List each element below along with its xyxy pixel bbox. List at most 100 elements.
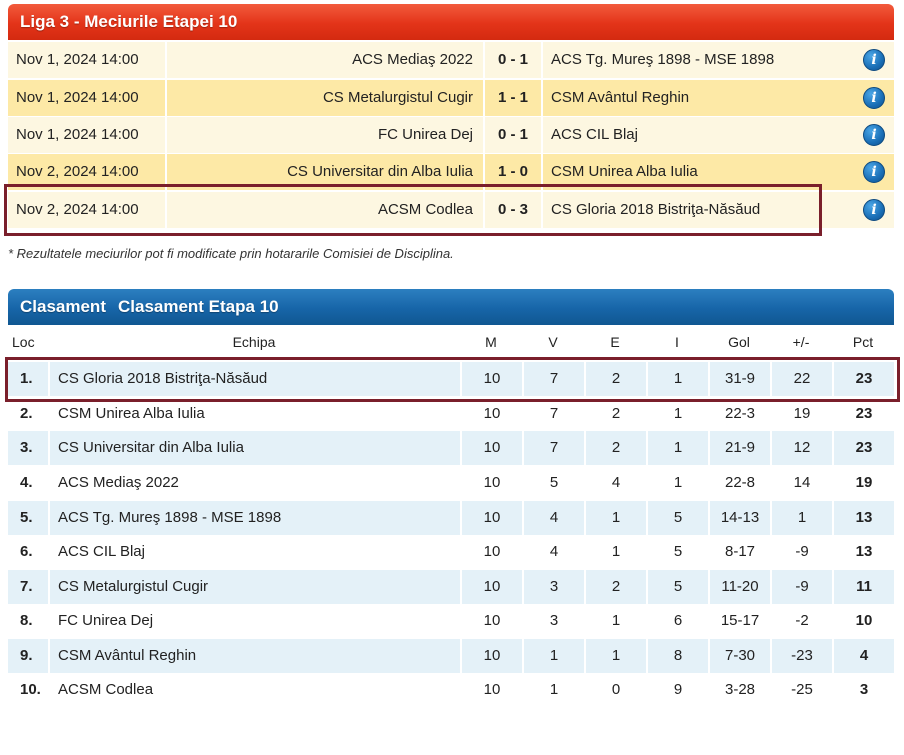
- standings-column-headers: Loc Echipa M V E I Gol +/- Pct: [8, 334, 894, 354]
- standing-team[interactable]: CS Gloria 2018 Bistriţa-Năsăud: [48, 362, 460, 396]
- standing-goal-diff: -25: [770, 673, 832, 707]
- table-row: 4. ACS Mediaş 2022 10 5 4 1 22-8 14 19: [8, 466, 894, 500]
- standing-losses: 1: [646, 397, 708, 431]
- standing-wins: 1: [522, 639, 584, 673]
- standing-played: 10: [460, 673, 522, 707]
- standing-losses: 8: [646, 639, 708, 673]
- standing-team[interactable]: ACS Mediaş 2022: [48, 466, 460, 500]
- column-header-m: M: [485, 334, 497, 350]
- info-icon[interactable]: i: [863, 199, 885, 221]
- match-row: Nov 1, 2024 14:00 CS Metalurgistul Cugir…: [8, 80, 894, 116]
- column-header-diff: +/-: [792, 334, 810, 350]
- match-home-team[interactable]: ACSM Codlea: [165, 192, 483, 228]
- standing-team[interactable]: CS Universitar din Alba Iulia: [48, 431, 460, 465]
- standing-losses: 5: [646, 570, 708, 604]
- standing-draws: 2: [584, 362, 646, 396]
- match-row: Nov 1, 2024 14:00 FC Unirea Dej 0 - 1 AC…: [8, 117, 894, 153]
- standing-position: 10.: [20, 681, 41, 698]
- table-row: 9. CSM Avântul Reghin 10 1 1 8 7-30 -23 …: [8, 639, 894, 673]
- standing-team[interactable]: FC Unirea Dej: [48, 604, 460, 638]
- standing-team[interactable]: ACSM Codlea: [48, 673, 460, 707]
- standing-draws: 0: [584, 673, 646, 707]
- standing-wins: 7: [522, 397, 584, 431]
- standing-goals: 3-28: [708, 673, 770, 707]
- standings-header: Clasament Clasament Etapa 10: [8, 289, 894, 325]
- table-row: 5. ACS Tg. Mureş 1898 - MSE 1898 10 4 1 …: [8, 501, 894, 535]
- standing-losses: 5: [646, 501, 708, 535]
- match-info-button[interactable]: i: [863, 161, 885, 183]
- standing-goal-diff: 12: [770, 431, 832, 465]
- standing-draws: 2: [584, 570, 646, 604]
- standing-played: 10: [460, 570, 522, 604]
- standing-team[interactable]: ACS CIL Blaj: [48, 535, 460, 569]
- match-date: Nov 1, 2024 14:00: [16, 51, 139, 68]
- standing-team[interactable]: CSM Unirea Alba Iulia: [48, 397, 460, 431]
- match-home-team[interactable]: ACS Mediaş 2022: [165, 42, 483, 78]
- info-icon[interactable]: i: [863, 49, 885, 71]
- match-home-team[interactable]: FC Unirea Dej: [165, 117, 483, 153]
- standing-position: 7.: [20, 578, 33, 595]
- info-icon[interactable]: i: [863, 87, 885, 109]
- match-away-team[interactable]: CSM Unirea Alba Iulia: [551, 163, 698, 180]
- standing-goal-diff: -9: [770, 535, 832, 569]
- standing-played: 10: [460, 397, 522, 431]
- standing-wins: 4: [522, 535, 584, 569]
- standing-draws: 1: [584, 501, 646, 535]
- standing-position: 2.: [20, 405, 33, 422]
- standing-losses: 5: [646, 535, 708, 569]
- match-score: 1 - 1: [483, 80, 543, 116]
- standing-team[interactable]: CS Metalurgistul Cugir: [48, 570, 460, 604]
- standing-draws: 1: [584, 604, 646, 638]
- standing-goal-diff: 19: [770, 397, 832, 431]
- standing-losses: 1: [646, 431, 708, 465]
- table-row: 6. ACS CIL Blaj 10 4 1 5 8-17 -9 13: [8, 535, 894, 569]
- standing-points: 4: [832, 639, 894, 673]
- standing-goals: 11-20: [708, 570, 770, 604]
- standing-wins: 3: [522, 604, 584, 638]
- standing-goals: 21-9: [708, 431, 770, 465]
- standing-losses: 1: [646, 362, 708, 396]
- match-away-team[interactable]: ACS CIL Blaj: [551, 126, 638, 143]
- standing-goal-diff: 22: [770, 362, 832, 396]
- standing-goals: 22-3: [708, 397, 770, 431]
- table-row: 1. CS Gloria 2018 Bistriţa-Năsăud 10 7 2…: [8, 362, 894, 396]
- match-home-team[interactable]: CS Universitar din Alba Iulia: [165, 154, 483, 190]
- standing-played: 10: [460, 362, 522, 396]
- standing-wins: 4: [522, 501, 584, 535]
- standing-goals: 15-17: [708, 604, 770, 638]
- match-info-button[interactable]: i: [863, 199, 885, 221]
- info-icon[interactable]: i: [863, 124, 885, 146]
- table-row: 3. CS Universitar din Alba Iulia 10 7 2 …: [8, 431, 894, 465]
- standing-draws: 2: [584, 397, 646, 431]
- match-away-team[interactable]: ACS Tg. Mureş 1898 - MSE 1898: [551, 51, 775, 68]
- standing-goals: 22-8: [708, 466, 770, 500]
- match-info-button[interactable]: i: [863, 49, 885, 71]
- standing-draws: 2: [584, 431, 646, 465]
- column-header-loc: Loc: [12, 334, 35, 350]
- info-icon[interactable]: i: [863, 161, 885, 183]
- match-away-team[interactable]: CS Gloria 2018 Bistriţa-Năsăud: [551, 201, 761, 218]
- standing-position: 1.: [20, 370, 33, 387]
- match-info-button[interactable]: i: [863, 124, 885, 146]
- column-header-i: I: [675, 334, 679, 350]
- standing-played: 10: [460, 639, 522, 673]
- standing-points: 23: [832, 431, 894, 465]
- match-date: Nov 2, 2024 14:00: [16, 201, 139, 218]
- standing-goal-diff: -9: [770, 570, 832, 604]
- matches-header: Liga 3 - Meciurile Etapei 10: [8, 4, 894, 40]
- standing-wins: 1: [522, 673, 584, 707]
- footnote: * Rezultatele meciurilor pot fi modifica…: [8, 246, 454, 261]
- standing-points: 13: [832, 501, 894, 535]
- match-info-button[interactable]: i: [863, 87, 885, 109]
- standing-points: 23: [832, 362, 894, 396]
- standing-team[interactable]: ACS Tg. Mureş 1898 - MSE 1898: [48, 501, 460, 535]
- standing-losses: 6: [646, 604, 708, 638]
- table-row: 8. FC Unirea Dej 10 3 1 6 15-17 -2 10: [8, 604, 894, 638]
- standing-position: 8.: [20, 612, 33, 629]
- match-home-team[interactable]: CS Metalurgistul Cugir: [165, 80, 483, 116]
- standing-team[interactable]: CSM Avântul Reghin: [48, 639, 460, 673]
- standing-draws: 1: [584, 639, 646, 673]
- match-row: Nov 2, 2024 14:00 ACSM Codlea 0 - 3 CS G…: [8, 192, 894, 228]
- match-date: Nov 2, 2024 14:00: [16, 163, 139, 180]
- match-away-team[interactable]: CSM Avântul Reghin: [551, 89, 690, 106]
